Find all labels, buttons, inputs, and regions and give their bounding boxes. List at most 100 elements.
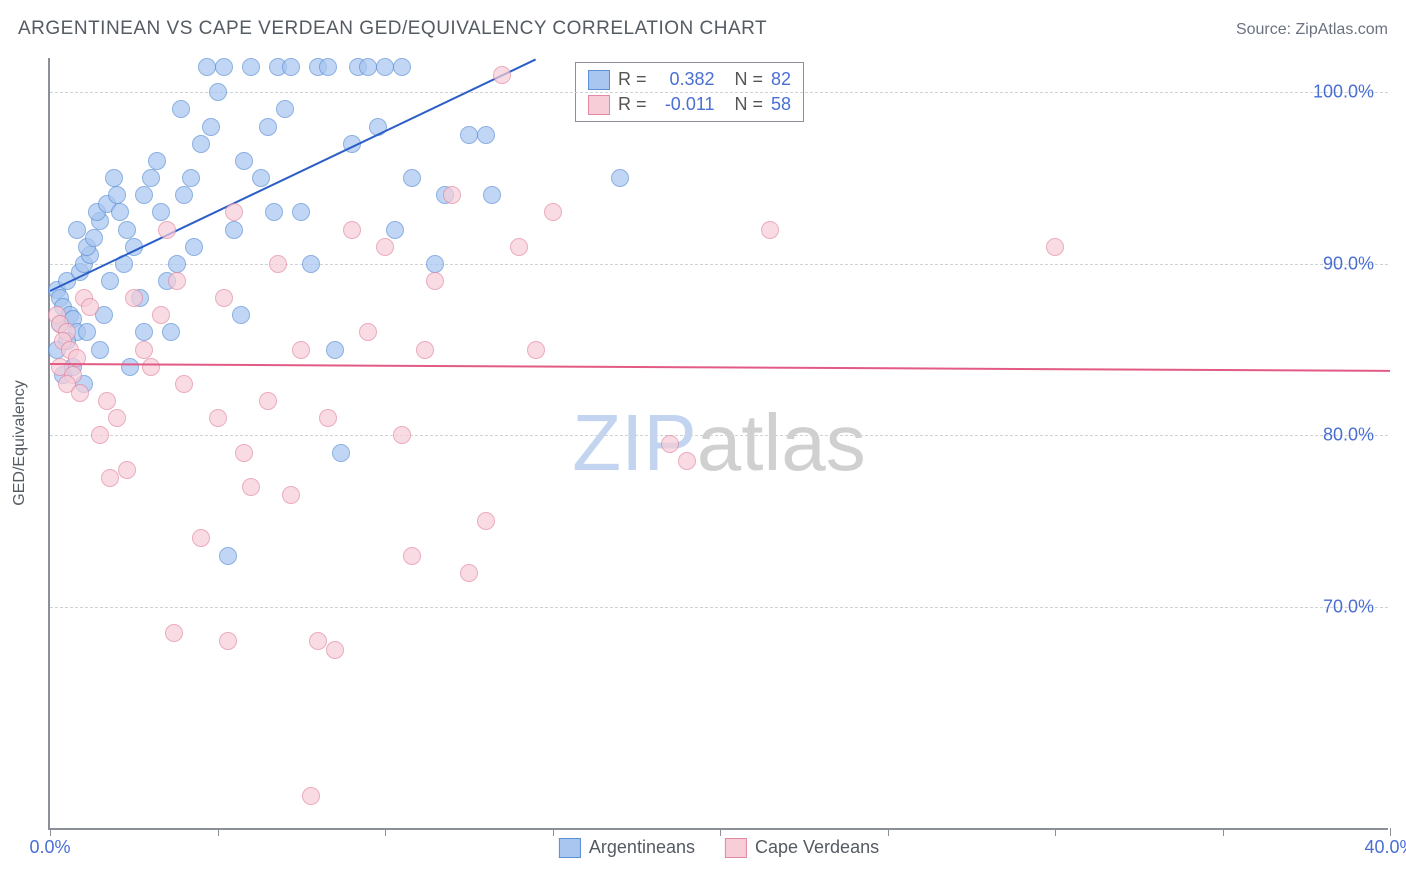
data-point (292, 341, 310, 359)
x-tick (888, 828, 889, 836)
data-point (108, 186, 126, 204)
watermark-atlas: atlas (697, 398, 866, 487)
data-point (71, 384, 89, 402)
y-tick-label: 90.0% (1323, 253, 1374, 274)
data-point (359, 323, 377, 341)
data-point (477, 512, 495, 530)
legend-label: Cape Verdeans (755, 837, 879, 858)
data-point (276, 100, 294, 118)
scatter-plot: GED/Equivalency ZIPatlas R =0.382N =82R … (48, 58, 1388, 830)
data-point (118, 461, 136, 479)
data-point (121, 358, 139, 376)
stats-row: R =0.382N =82 (588, 67, 791, 92)
gridline (50, 435, 1388, 436)
trend-line (50, 363, 1390, 372)
legend-swatch (588, 70, 610, 90)
data-point (185, 238, 203, 256)
data-point (309, 632, 327, 650)
data-point (1046, 238, 1064, 256)
data-point (403, 547, 421, 565)
data-point (158, 221, 176, 239)
data-point (252, 169, 270, 187)
data-point (343, 221, 361, 239)
data-point (426, 272, 444, 290)
n-value: 82 (771, 69, 791, 90)
r-value: -0.011 (655, 94, 715, 115)
x-tick (218, 828, 219, 836)
data-point (460, 126, 478, 144)
data-point (282, 486, 300, 504)
data-point (165, 624, 183, 642)
legend-swatch (725, 838, 747, 858)
data-point (68, 221, 86, 239)
r-label: R = (618, 94, 647, 115)
data-point (393, 426, 411, 444)
data-point (91, 341, 109, 359)
data-point (135, 186, 153, 204)
data-point (91, 426, 109, 444)
x-tick (1223, 828, 1224, 836)
data-point (269, 255, 287, 273)
data-point (198, 58, 216, 76)
data-point (386, 221, 404, 239)
data-point (85, 229, 103, 247)
data-point (302, 255, 320, 273)
data-point (235, 152, 253, 170)
data-point (265, 203, 283, 221)
data-point (611, 169, 629, 187)
data-point (259, 392, 277, 410)
data-point (319, 409, 337, 427)
data-point (403, 169, 421, 187)
data-point (493, 66, 511, 84)
data-point (225, 203, 243, 221)
r-value: 0.382 (655, 69, 715, 90)
gridline (50, 607, 1388, 608)
data-point (219, 547, 237, 565)
bottom-legend: ArgentineansCape Verdeans (559, 837, 879, 858)
x-tick (50, 828, 51, 836)
r-label: R = (618, 69, 647, 90)
x-tick (553, 828, 554, 836)
data-point (219, 632, 237, 650)
data-point (242, 58, 260, 76)
data-point (510, 238, 528, 256)
source-label: Source: ZipAtlas.com (1236, 21, 1388, 39)
y-tick-label: 100.0% (1313, 82, 1374, 103)
data-point (527, 341, 545, 359)
data-point (105, 169, 123, 187)
data-point (761, 221, 779, 239)
data-point (292, 203, 310, 221)
data-point (302, 787, 320, 805)
data-point (376, 58, 394, 76)
data-point (477, 126, 495, 144)
data-point (168, 255, 186, 273)
data-point (215, 58, 233, 76)
data-point (661, 435, 679, 453)
gridline (50, 92, 1388, 93)
data-point (98, 392, 116, 410)
data-point (376, 238, 394, 256)
stats-row: R =-0.011N =58 (588, 92, 791, 117)
data-point (152, 203, 170, 221)
data-point (148, 152, 166, 170)
data-point (209, 83, 227, 101)
x-tick (1390, 828, 1391, 836)
data-point (162, 323, 180, 341)
data-point (168, 272, 186, 290)
data-point (235, 444, 253, 462)
data-point (175, 375, 193, 393)
data-point (326, 641, 344, 659)
data-point (78, 323, 96, 341)
data-point (326, 341, 344, 359)
data-point (81, 298, 99, 316)
data-point (192, 135, 210, 153)
data-point (192, 529, 210, 547)
data-point (215, 289, 233, 307)
data-point (125, 289, 143, 307)
data-point (142, 169, 160, 187)
data-point (101, 272, 119, 290)
gridline (50, 264, 1388, 265)
data-point (175, 186, 193, 204)
data-point (111, 203, 129, 221)
data-point (118, 221, 136, 239)
